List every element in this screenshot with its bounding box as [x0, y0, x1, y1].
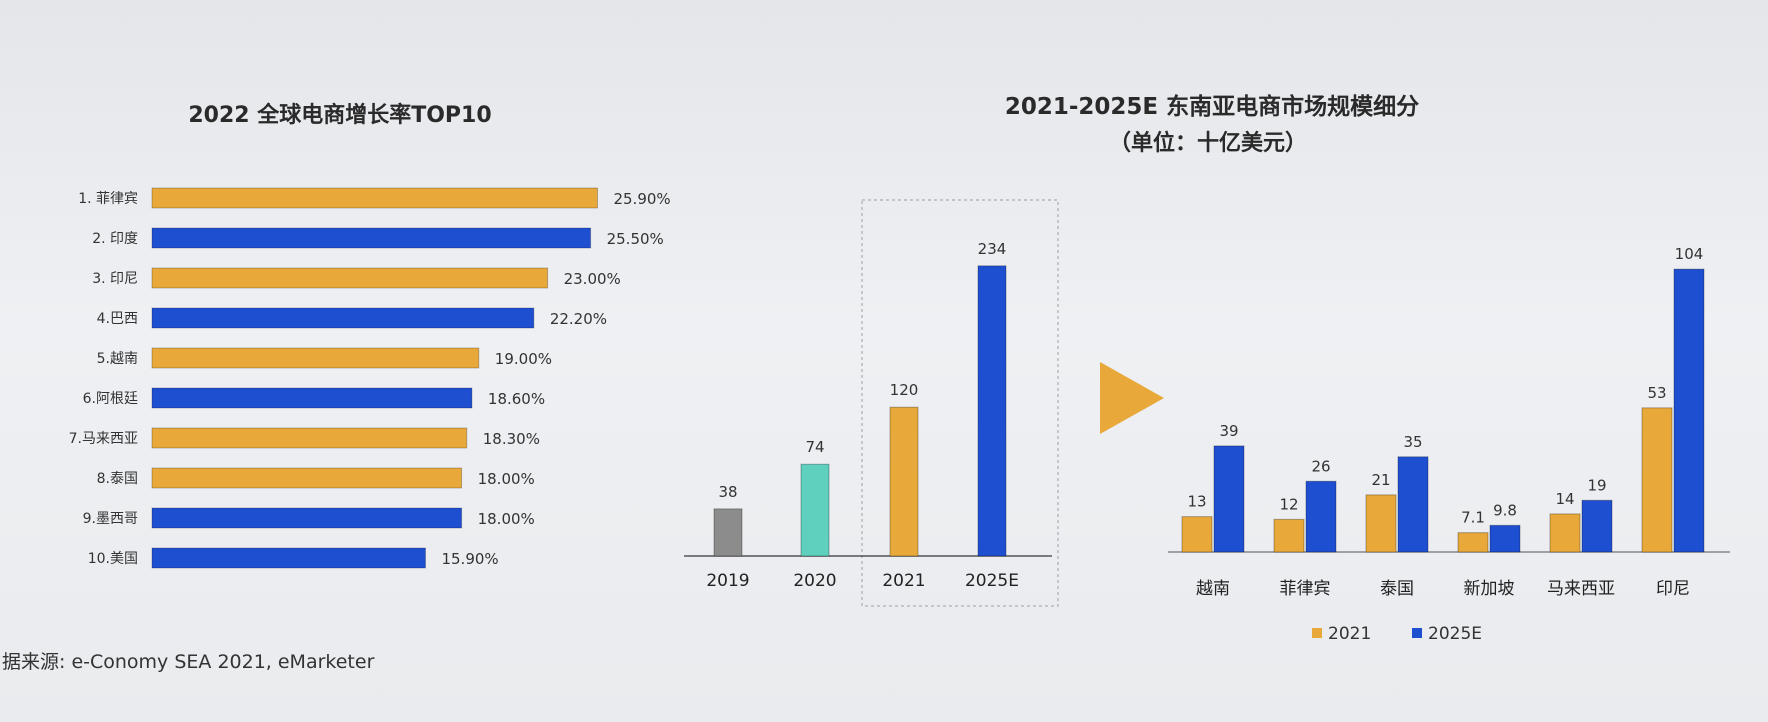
bar: [1489, 524, 1521, 553]
value-label: 15.90%: [441, 550, 498, 568]
value-label: 38: [718, 483, 737, 501]
tick-label: 越南: [1196, 579, 1230, 599]
chart3-subtitle: （单位：十亿美元）: [1109, 130, 1307, 156]
category-label: 8.泰国: [97, 471, 138, 487]
growth-rate-chart: 1. 菲律宾 25.90% 2. 印度 25.50% 3. 印尼 23.00% 4.巴西 22…: [69, 187, 671, 569]
highlight-frame: [861, 199, 1059, 607]
legend-swatch-2025e: [1412, 628, 1422, 638]
value-label: 234: [978, 240, 1007, 258]
value-label: 9.8: [1493, 501, 1517, 519]
bar: [1181, 516, 1213, 553]
bar: [1305, 480, 1337, 553]
tick-label: 泰国: [1380, 579, 1414, 599]
value-label: 53: [1647, 384, 1666, 402]
source-note: 据来源: e-Conomy SEA 2021, eMarketer: [2, 651, 375, 673]
value-label: 19.00%: [495, 350, 552, 368]
bar: [1581, 499, 1613, 553]
market-size-chart: 38 2019 74 2020 120 2021 234 2025E: [684, 240, 1052, 591]
value-label: 7.1: [1461, 509, 1485, 527]
tick-label: 菲律宾: [1280, 579, 1331, 599]
value-label: 23.00%: [564, 270, 621, 288]
category-label: 10.美国: [88, 551, 138, 567]
category-label: 7.马来西亚: [69, 431, 138, 447]
tick-label: 新加坡: [1464, 579, 1515, 599]
bar: [1641, 407, 1673, 553]
bar: [1397, 456, 1429, 553]
category-label: 2. 印度: [92, 231, 138, 247]
legend-label-2025e: 2025E: [1428, 624, 1482, 644]
bar: [1273, 518, 1305, 553]
tick-label: 2019: [706, 571, 749, 591]
bar: [151, 307, 535, 329]
value-label: 120: [890, 381, 919, 399]
value-label: 25.50%: [607, 230, 664, 248]
bar: [151, 507, 463, 529]
value-label: 18.00%: [478, 510, 535, 528]
category-label: 6.阿根廷: [83, 391, 138, 407]
sea-breakdown-chart: 13 39 越南 12 26 菲律宾 21 35 泰国 7.1 9.8 新加坡 14 19 马来西亚 53 10…: [1168, 245, 1730, 599]
tick-label: 2025E: [965, 571, 1019, 591]
tick-label: 马来西亚: [1547, 579, 1615, 599]
category-label: 4.巴西: [97, 311, 138, 327]
value-label: 12: [1279, 495, 1298, 513]
value-label: 25.90%: [613, 190, 670, 208]
bar: [800, 463, 830, 557]
value-label: 18.00%: [478, 470, 535, 488]
value-label: 18.30%: [483, 430, 540, 448]
value-label: 18.60%: [488, 390, 545, 408]
chart3-title: 2021-2025E 东南亚电商市场规模细分: [1005, 93, 1419, 120]
bar: [1457, 532, 1489, 553]
value-label: 19: [1587, 476, 1606, 494]
value-label: 39: [1219, 422, 1238, 440]
value-label: 13: [1187, 493, 1206, 511]
value-label: 26: [1311, 457, 1330, 475]
chart1-title: 2022 全球电商增长率TOP10: [188, 102, 491, 128]
arrow-icon: [1100, 362, 1164, 434]
bar: [151, 427, 468, 449]
bar: [151, 347, 480, 369]
value-label: 21: [1371, 471, 1390, 489]
chart3-legend: 2021 2025E: [1312, 624, 1482, 644]
tick-label: 2021: [882, 571, 925, 591]
category-label: 3. 印尼: [92, 271, 138, 287]
legend-label-2021: 2021: [1328, 624, 1371, 644]
legend-swatch-2021: [1312, 628, 1322, 638]
category-label: 9.墨西哥: [83, 511, 138, 527]
bar: [977, 265, 1007, 557]
bar: [151, 547, 426, 569]
bar: [151, 267, 549, 289]
bar: [1213, 445, 1245, 553]
bar: [151, 187, 598, 209]
value-label: 104: [1675, 245, 1704, 263]
bar: [889, 406, 919, 557]
tick-label: 2020: [793, 571, 836, 591]
bar: [151, 467, 463, 489]
bar: [151, 387, 473, 409]
value-label: 22.20%: [550, 310, 607, 328]
bar: [1673, 268, 1705, 553]
tick-label: 印尼: [1656, 579, 1690, 599]
value-label: 35: [1403, 433, 1422, 451]
bar: [1549, 513, 1581, 553]
value-label: 74: [805, 438, 824, 456]
category-label: 1. 菲律宾: [78, 191, 138, 207]
value-label: 14: [1555, 490, 1574, 508]
bar: [1365, 494, 1397, 553]
bar: [151, 227, 592, 249]
bar: [713, 508, 743, 557]
category-label: 5.越南: [97, 351, 138, 367]
